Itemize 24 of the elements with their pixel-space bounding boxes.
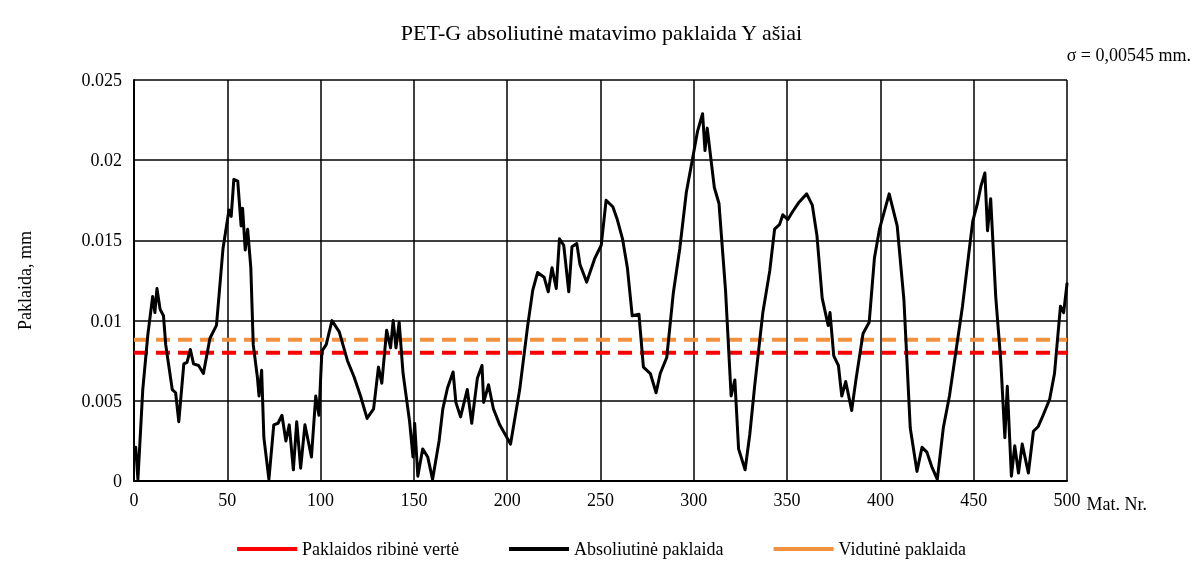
x-axis-title: Mat. Nr. [1086, 494, 1147, 514]
x-tick-label: 50 [218, 490, 237, 510]
y-tick-label: 0.01 [90, 310, 122, 331]
y-tick-label: 0.015 [81, 230, 122, 251]
y-tick-label: 0.02 [90, 150, 122, 171]
y-tick-label: 0.025 [81, 70, 122, 90]
x-tick-label: 450 [960, 490, 988, 510]
y-axis-title: Paklaida, mm [15, 231, 35, 330]
y-tick-label: 0.005 [81, 390, 122, 411]
text: σ = 0,00545 mm. [1066, 45, 1191, 65]
x-tick-label: 250 [587, 490, 614, 510]
x-tick-label: 200 [493, 490, 521, 510]
chart-title: PET-G absoliutinė matavimo paklaida Y ašiai [400, 19, 803, 45]
y-tick-label: 0 [113, 471, 122, 491]
x-tick-label: 500 [1053, 490, 1081, 510]
x-tick-label: 400 [866, 490, 894, 510]
x-tick-label: 0 [129, 490, 139, 510]
legend-label: Absoliutinė paklaida [574, 539, 724, 559]
x-tick-label: 100 [307, 490, 335, 510]
legend-label: Paklaidos ribinė vertė [302, 539, 460, 559]
x-tick-label: 300 [680, 490, 708, 510]
x-tick-label: 350 [773, 490, 801, 510]
legend-label: Vidutinė paklaida [838, 539, 966, 559]
x-tick-label: 150 [400, 490, 428, 510]
